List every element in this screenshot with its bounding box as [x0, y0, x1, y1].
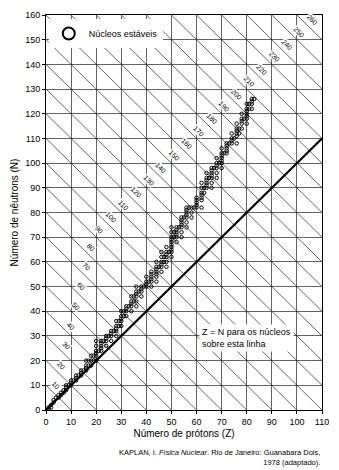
svg-text:40: 40 — [65, 321, 76, 332]
svg-text:30: 30 — [61, 340, 72, 351]
svg-text:20: 20 — [56, 360, 67, 371]
svg-text:10: 10 — [66, 417, 76, 427]
svg-text:Número de prótons (Z): Número de prótons (Z) — [133, 428, 234, 439]
svg-text:10: 10 — [51, 380, 62, 391]
svg-text:10: 10 — [30, 380, 40, 390]
svg-text:150: 150 — [167, 149, 180, 162]
svg-text:KAPLAN, I. Física Nuclear. Rio: KAPLAN, I. Física Nuclear. Rio de Janeir… — [119, 448, 320, 467]
svg-text:250: 250 — [292, 25, 305, 38]
svg-text:210: 210 — [242, 75, 255, 88]
svg-text:160: 160 — [180, 137, 193, 150]
svg-text:0: 0 — [43, 417, 48, 427]
svg-text:60: 60 — [192, 417, 202, 427]
svg-text:80: 80 — [30, 208, 40, 218]
svg-text:70: 70 — [217, 417, 227, 427]
svg-text:60: 60 — [76, 281, 87, 292]
svg-text:230: 230 — [268, 50, 281, 63]
svg-text:100: 100 — [289, 417, 304, 427]
svg-text:60: 60 — [30, 257, 40, 267]
svg-text:110: 110 — [117, 199, 130, 212]
svg-text:180: 180 — [205, 112, 218, 125]
svg-text:70: 70 — [81, 261, 92, 272]
svg-text:50: 50 — [166, 417, 176, 427]
svg-text:30: 30 — [30, 331, 40, 341]
svg-text:80: 80 — [85, 242, 96, 253]
svg-text:260: 260 — [306, 13, 319, 26]
svg-text:40: 40 — [141, 417, 151, 427]
svg-text:40: 40 — [30, 306, 40, 316]
svg-text:140: 140 — [154, 161, 167, 174]
svg-text:90: 90 — [30, 183, 40, 193]
svg-text:90: 90 — [267, 417, 277, 427]
svg-text:150: 150 — [25, 35, 40, 45]
svg-text:Z = N para os núcleossobre est: Z = N para os núcleossobre esta linha — [202, 327, 291, 349]
svg-text:110: 110 — [26, 134, 40, 144]
svg-text:220: 220 — [255, 63, 268, 76]
svg-text:100: 100 — [104, 211, 117, 224]
svg-text:140: 140 — [25, 60, 40, 70]
svg-text:20: 20 — [91, 417, 101, 427]
svg-text:170: 170 — [192, 125, 205, 138]
svg-text:50: 50 — [71, 301, 82, 312]
svg-text:50: 50 — [30, 282, 40, 292]
svg-text:Número de nêutrons (N): Número de nêutrons (N) — [9, 159, 20, 267]
svg-text:80: 80 — [242, 417, 252, 427]
svg-text:120: 120 — [130, 186, 143, 199]
svg-text:90: 90 — [94, 224, 105, 235]
svg-text:70: 70 — [30, 232, 40, 242]
svg-text:110: 110 — [315, 417, 329, 427]
svg-text:Núcleos estáveis: Núcleos estáveis — [89, 29, 158, 39]
svg-text:120: 120 — [25, 109, 40, 119]
svg-text:240: 240 — [280, 38, 293, 51]
svg-text:20: 20 — [30, 356, 40, 366]
svg-text:130: 130 — [25, 84, 40, 94]
svg-text:160: 160 — [25, 10, 40, 20]
svg-text:100: 100 — [25, 158, 40, 168]
svg-text:130: 130 — [142, 174, 155, 187]
svg-text:0: 0 — [35, 405, 40, 415]
svg-text:30: 30 — [116, 417, 126, 427]
svg-text:190: 190 — [217, 100, 230, 113]
svg-text:200: 200 — [230, 88, 243, 101]
